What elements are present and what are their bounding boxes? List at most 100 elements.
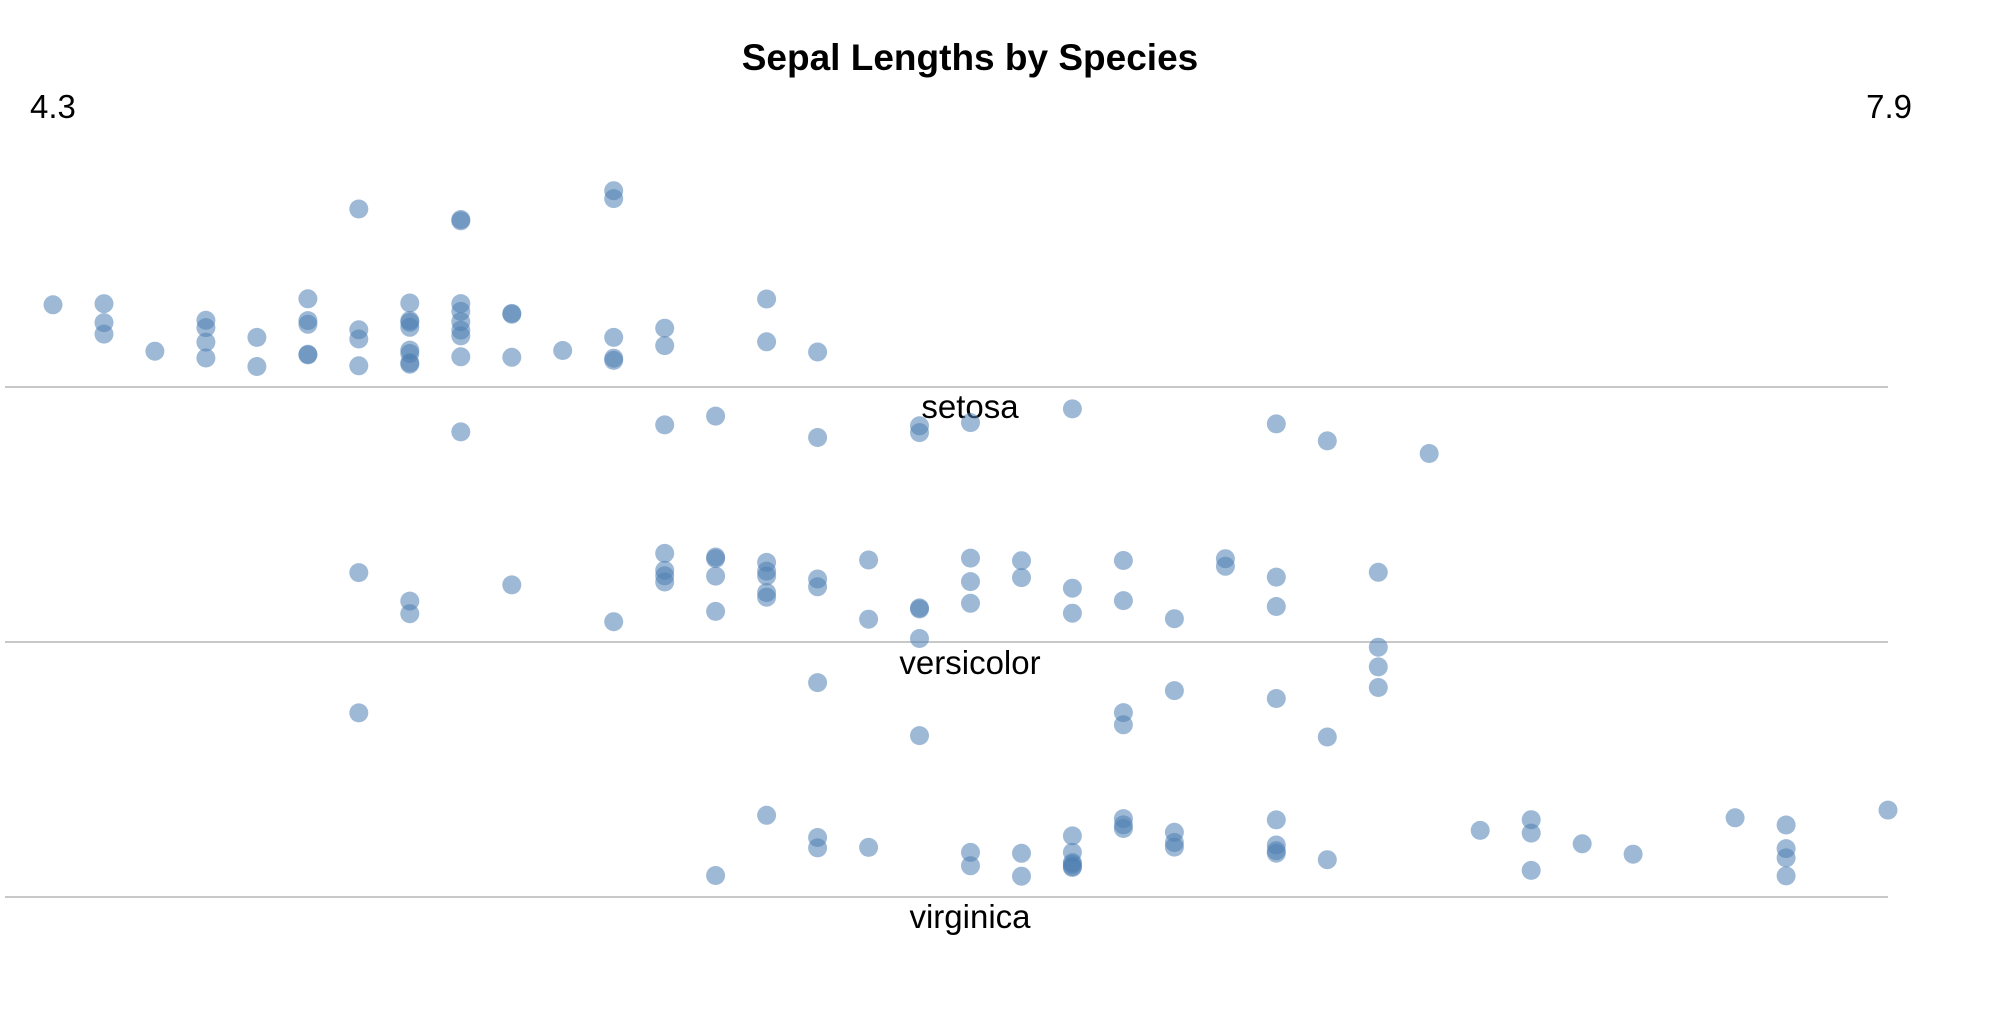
data-point-virginica — [757, 805, 777, 825]
data-point-versicolor — [655, 415, 675, 435]
data-point-setosa — [604, 327, 624, 347]
data-point-virginica — [1012, 843, 1031, 863]
data-point-setosa — [655, 336, 675, 356]
data-point-versicolor — [349, 563, 369, 583]
data-point-setosa — [757, 332, 777, 352]
data-point-versicolor — [859, 609, 879, 629]
data-point-versicolor — [655, 572, 675, 592]
data-point-setosa — [196, 332, 216, 352]
data-point-versicolor — [910, 423, 929, 443]
data-point-virginica — [1368, 657, 1388, 677]
data-point-setosa — [94, 313, 114, 333]
data-point-setosa — [298, 314, 318, 334]
data-point-versicolor — [757, 552, 777, 572]
data-point-setosa — [451, 347, 471, 367]
data-point-virginica — [1776, 866, 1796, 886]
data-point-versicolor — [1164, 609, 1184, 629]
dots-virginica — [349, 629, 1898, 886]
data-point-versicolor — [757, 587, 777, 607]
data-point-versicolor — [808, 428, 828, 447]
data-point-versicolor — [961, 548, 980, 568]
data-point-virginica — [910, 629, 929, 648]
data-point-virginica — [910, 726, 929, 746]
data-point-virginica — [706, 866, 726, 885]
data-point-versicolor — [1012, 551, 1031, 571]
data-point-versicolor — [1266, 567, 1286, 587]
data-point-virginica — [1776, 839, 1796, 859]
data-point-virginica — [1012, 866, 1031, 886]
data-point-versicolor — [808, 569, 828, 589]
data-point-setosa — [196, 348, 216, 368]
data-point-versicolor — [961, 572, 980, 592]
data-point-versicolor — [1266, 414, 1286, 434]
data-point-versicolor — [706, 601, 726, 621]
x-min-label: 4.3 — [30, 88, 76, 125]
data-point-versicolor — [1215, 556, 1235, 576]
data-point-versicolor — [1113, 551, 1133, 570]
data-point-versicolor — [1012, 568, 1031, 588]
data-point-versicolor — [961, 593, 980, 613]
data-point-virginica — [1623, 844, 1643, 864]
data-point-versicolor — [1317, 431, 1337, 451]
group-setosa: setosa — [5, 181, 1888, 425]
group-versicolor: versicolor — [5, 399, 1888, 681]
data-point-setosa — [247, 327, 267, 347]
data-point-setosa — [400, 311, 420, 330]
data-point-setosa — [247, 357, 267, 376]
data-point-virginica — [1470, 820, 1490, 840]
data-point-versicolor — [400, 591, 420, 611]
data-point-setosa — [451, 211, 471, 231]
data-point-virginica — [1164, 822, 1184, 842]
data-point-setosa — [502, 304, 522, 324]
data-point-virginica — [1113, 715, 1133, 735]
data-point-versicolor — [706, 566, 726, 586]
data-point-setosa — [808, 342, 828, 362]
data-point-virginica — [1266, 810, 1286, 830]
data-point-setosa — [400, 293, 420, 313]
dots-setosa — [43, 181, 828, 376]
data-point-virginica — [859, 837, 879, 857]
data-point-versicolor — [1062, 603, 1082, 623]
data-point-versicolor — [757, 566, 777, 586]
data-point-versicolor — [655, 543, 675, 563]
data-point-setosa — [349, 356, 369, 376]
data-point-versicolor — [706, 547, 726, 567]
data-point-versicolor — [1062, 399, 1082, 419]
data-point-versicolor — [1062, 578, 1082, 598]
data-point-versicolor — [706, 406, 726, 426]
data-point-setosa — [553, 341, 573, 360]
group-label-virginica: virginica — [909, 898, 1031, 935]
data-point-setosa — [94, 294, 114, 314]
data-point-virginica — [349, 703, 369, 723]
data-point-virginica — [1317, 727, 1337, 747]
data-point-setosa — [349, 199, 369, 219]
data-point-versicolor — [451, 422, 471, 442]
data-point-versicolor — [604, 612, 624, 632]
data-point-virginica — [1266, 835, 1286, 855]
data-point-virginica — [1368, 678, 1388, 697]
data-point-virginica — [1164, 681, 1184, 701]
data-point-virginica — [1062, 858, 1082, 877]
data-point-virginica — [1266, 689, 1286, 708]
data-point-setosa — [145, 341, 165, 361]
dots-versicolor — [349, 399, 1439, 632]
data-point-versicolor — [1266, 597, 1286, 616]
chart-title: Sepal Lengths by Species — [742, 37, 1198, 78]
data-point-virginica — [1521, 860, 1541, 880]
data-point-virginica — [1368, 637, 1388, 657]
data-point-virginica — [1521, 823, 1541, 843]
data-point-setosa — [604, 348, 624, 368]
data-point-versicolor — [961, 413, 980, 433]
data-point-setosa — [400, 353, 420, 373]
data-point-virginica — [808, 828, 828, 847]
data-point-versicolor — [1419, 444, 1439, 463]
data-point-setosa — [451, 301, 471, 321]
data-point-virginica — [808, 673, 828, 693]
data-point-setosa — [196, 310, 216, 330]
data-point-virginica — [1113, 815, 1133, 835]
data-point-setosa — [349, 329, 369, 349]
data-point-virginica — [961, 856, 980, 876]
data-point-setosa — [604, 181, 624, 201]
data-point-virginica — [1878, 800, 1898, 820]
